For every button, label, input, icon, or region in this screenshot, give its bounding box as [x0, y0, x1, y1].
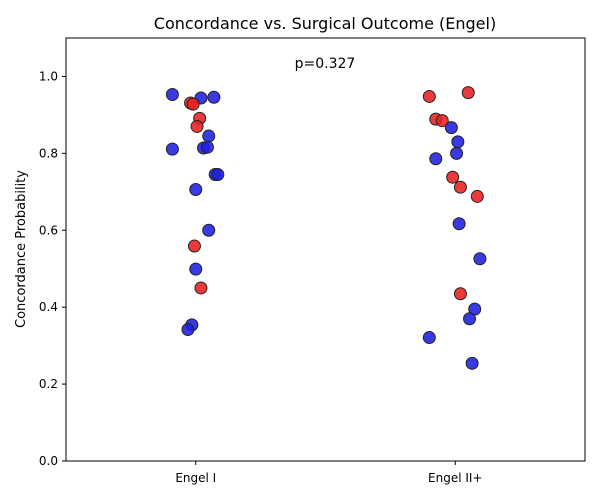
data-point-red	[446, 170, 460, 184]
data-point-blue	[207, 90, 221, 104]
data-point-red	[422, 89, 436, 103]
data-point-blue	[463, 312, 477, 326]
data-point-red	[453, 180, 467, 194]
data-point-red	[453, 287, 467, 301]
y-tick-label: 0.6	[39, 223, 58, 237]
data-points	[165, 86, 487, 370]
data-point-blue	[200, 140, 214, 154]
p-value-annotation: p=0.327	[295, 56, 356, 72]
x-tick-label: Engel I	[175, 471, 216, 485]
data-point-blue	[165, 142, 179, 156]
data-point-blue	[451, 135, 465, 149]
data-point-blue	[211, 168, 225, 182]
data-point-blue	[165, 88, 179, 102]
data-point-blue	[422, 331, 436, 345]
data-point-red	[435, 114, 449, 128]
data-point-blue	[473, 252, 487, 266]
data-point-red	[461, 86, 475, 100]
data-point-blue	[189, 183, 203, 197]
data-point-blue	[189, 262, 203, 276]
y-axis-label: Concordance Probability	[14, 170, 29, 328]
data-point-red	[470, 189, 484, 203]
data-point-blue	[450, 146, 464, 160]
data-point-blue	[452, 217, 466, 231]
axis-ticks: 0.0 0.2 0.4 0.6 0.8 1.0 Engel I Engel II+	[39, 69, 483, 485]
chart-title: Concordance vs. Surgical Outcome (Engel)	[154, 14, 496, 33]
data-point-blue	[202, 129, 216, 143]
data-point-blue	[465, 356, 479, 370]
y-tick-label: 0.2	[39, 377, 58, 391]
data-point-blue	[429, 152, 443, 166]
data-point-red	[187, 239, 201, 253]
data-point-red	[194, 281, 208, 295]
y-tick-label: 0.0	[39, 454, 58, 468]
data-point-blue	[202, 223, 216, 237]
data-point-red	[190, 119, 204, 133]
data-point-red	[186, 97, 200, 111]
y-tick-label: 0.4	[39, 300, 58, 314]
plot-area-frame	[65, 37, 586, 462]
y-tick-label: 0.8	[39, 146, 58, 160]
data-point-blue	[181, 322, 195, 336]
data-point-blue	[444, 121, 458, 135]
y-tick-label: 1.0	[39, 69, 58, 83]
x-tick-label: Engel II+	[428, 471, 482, 485]
